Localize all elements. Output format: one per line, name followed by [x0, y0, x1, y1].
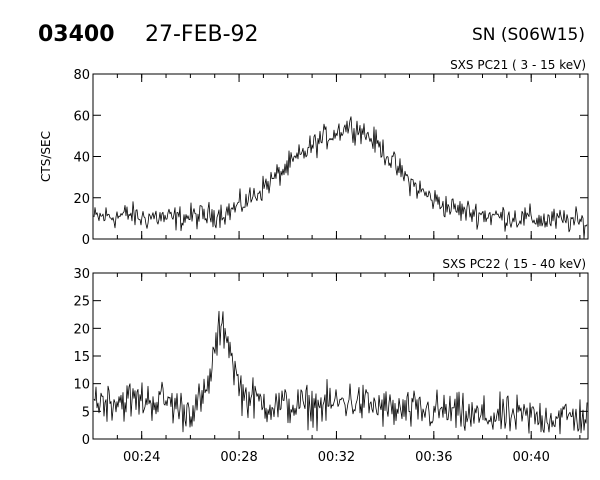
y-tick-label: 60 [73, 109, 90, 124]
x-tick-label: 00:36 [415, 450, 452, 465]
y-tick-label: 10 [73, 378, 90, 393]
data-series-line [93, 310, 588, 435]
y-tick-label: 30 [73, 267, 90, 282]
event-date: 27-FEB-92 [145, 22, 259, 47]
x-tick-label: 00:28 [220, 450, 257, 465]
y-tick-label: 40 [73, 151, 90, 166]
y-tick-label: 25 [73, 295, 90, 310]
y-tick-label: 20 [73, 192, 90, 207]
source-position: SN (S06W15) [472, 25, 585, 45]
y-tick-label: 80 [73, 68, 90, 83]
x-tick-label: 00:24 [123, 450, 160, 465]
y-tick-label: 0 [82, 433, 90, 448]
y-axis-label: CTS/SEC [39, 131, 53, 182]
data-series-line [93, 116, 588, 240]
panel-title: SXS PC21 ( 3 - 15 keV) [450, 58, 586, 72]
y-tick-label: 15 [73, 350, 90, 365]
y-tick-label: 5 [82, 405, 90, 420]
top-panel: SXS PC21 ( 3 - 15 keV) 0 20 40 60 80 CTS/SEC [39, 58, 589, 248]
event-id: 03400 [38, 22, 115, 47]
bottom-panel: SXS PC22 ( 15 - 40 keV) 0 5 10 15 20 25 30 00:24… [73, 257, 589, 465]
y-tick-label: 20 [73, 322, 90, 337]
plot-frame [92, 73, 589, 240]
y-tick-label: 0 [82, 233, 90, 248]
x-tick-label: 00:40 [512, 450, 549, 465]
panel-title: SXS PC22 ( 15 - 40 keV) [442, 257, 586, 271]
x-tick-label: 00:32 [318, 450, 355, 465]
